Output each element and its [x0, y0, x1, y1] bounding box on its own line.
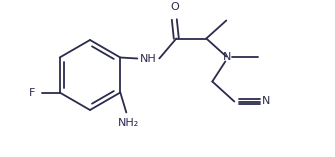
Text: F: F	[29, 87, 36, 97]
Text: NH₂: NH₂	[118, 119, 139, 128]
Text: N: N	[262, 97, 270, 106]
Text: N: N	[223, 51, 231, 62]
Text: O: O	[170, 2, 179, 11]
Text: NH: NH	[140, 54, 157, 63]
